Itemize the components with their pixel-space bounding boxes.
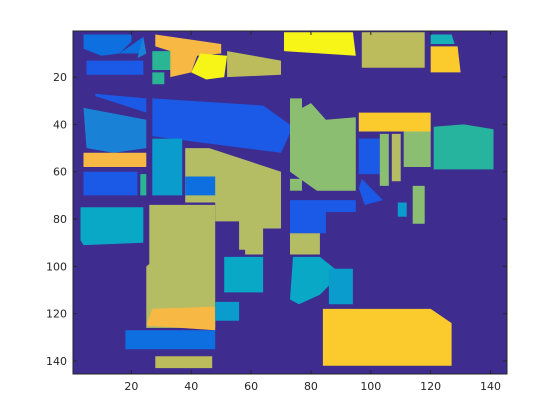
heatmap-region-33 — [433, 124, 494, 170]
heatmap-region-31 — [403, 131, 431, 167]
heatmap-region-26 — [290, 233, 320, 255]
heatmap-region-28 — [358, 138, 380, 175]
heatmap-region-2 — [137, 36, 147, 59]
y-tick-label: 140 — [46, 355, 67, 368]
y-tick-label: 60 — [53, 166, 67, 179]
heatmap-region-14 — [95, 93, 147, 113]
heatmap-region-36 — [80, 207, 144, 246]
heatmap-region-18 — [140, 174, 147, 196]
heatmap-region-8 — [227, 51, 281, 78]
heatmap-region-42 — [125, 330, 216, 350]
heatmap-region-40 — [146, 306, 216, 331]
heatmap-region-11 — [430, 46, 461, 73]
heatmap-region-6 — [155, 34, 222, 78]
heatmap-region-37 — [224, 256, 264, 293]
heatmap-region-30 — [391, 133, 401, 182]
heatmap-region-21 — [185, 176, 216, 196]
heatmap-region-17 — [83, 171, 138, 196]
y-tick-label: 80 — [53, 213, 67, 226]
heatmap-region-41 — [215, 301, 240, 321]
heatmap-region-19 — [152, 138, 183, 196]
x-tick-label: 80 — [304, 380, 318, 393]
heatmap-region-20 — [185, 148, 281, 255]
heatmap-region-32 — [358, 178, 383, 205]
x-tick-label: 60 — [244, 380, 258, 393]
heatmap-region-5 — [152, 72, 165, 85]
y-tick-label: 120 — [46, 308, 67, 321]
heatmap-region-1 — [119, 36, 144, 54]
axis-ticks: 20 40 60 80 100 120 140 20 40 60 80 100 120 140 — [46, 31, 507, 393]
x-tick-label: 20 — [124, 380, 138, 393]
x-tick-label: 140 — [480, 380, 501, 393]
heatmap-region-7 — [191, 53, 228, 80]
heatmap-region-39 — [328, 268, 353, 305]
y-tick-label: 100 — [46, 260, 67, 273]
heatmap-region-25 — [290, 200, 356, 234]
heatmap-region-38 — [290, 256, 341, 305]
heatmap-region-29 — [379, 133, 389, 186]
axes-box — [72, 30, 508, 375]
heatmap-region-34 — [397, 202, 407, 217]
heatmap-region-4 — [152, 51, 174, 70]
y-tick-label: 20 — [53, 71, 67, 84]
heatmap-region-0 — [83, 34, 132, 56]
heatmap-region-15 — [152, 98, 293, 153]
heatmap-region-27 — [358, 112, 431, 132]
x-tick-label: 100 — [360, 380, 381, 393]
heatmap-region-23 — [290, 98, 356, 191]
heatmap-region-24 — [290, 178, 302, 191]
heatmap-region-43 — [155, 356, 213, 369]
heatmap-region-13 — [83, 107, 147, 153]
x-tick-label: 40 — [184, 380, 198, 393]
heatmap-region-35 — [412, 185, 425, 224]
heatmap-region-16 — [83, 152, 147, 167]
plot-area — [72, 30, 508, 375]
heatmap-region-12 — [430, 34, 455, 44]
x-tick-label: 120 — [420, 380, 441, 393]
heatmap-region-22 — [146, 204, 216, 328]
heatmap-region-44 — [322, 308, 452, 366]
y-tick-label: 40 — [53, 118, 67, 131]
heatmap-region-3 — [86, 60, 144, 75]
heatmap-region-10 — [361, 32, 425, 68]
heatmap-region-9 — [284, 32, 356, 56]
